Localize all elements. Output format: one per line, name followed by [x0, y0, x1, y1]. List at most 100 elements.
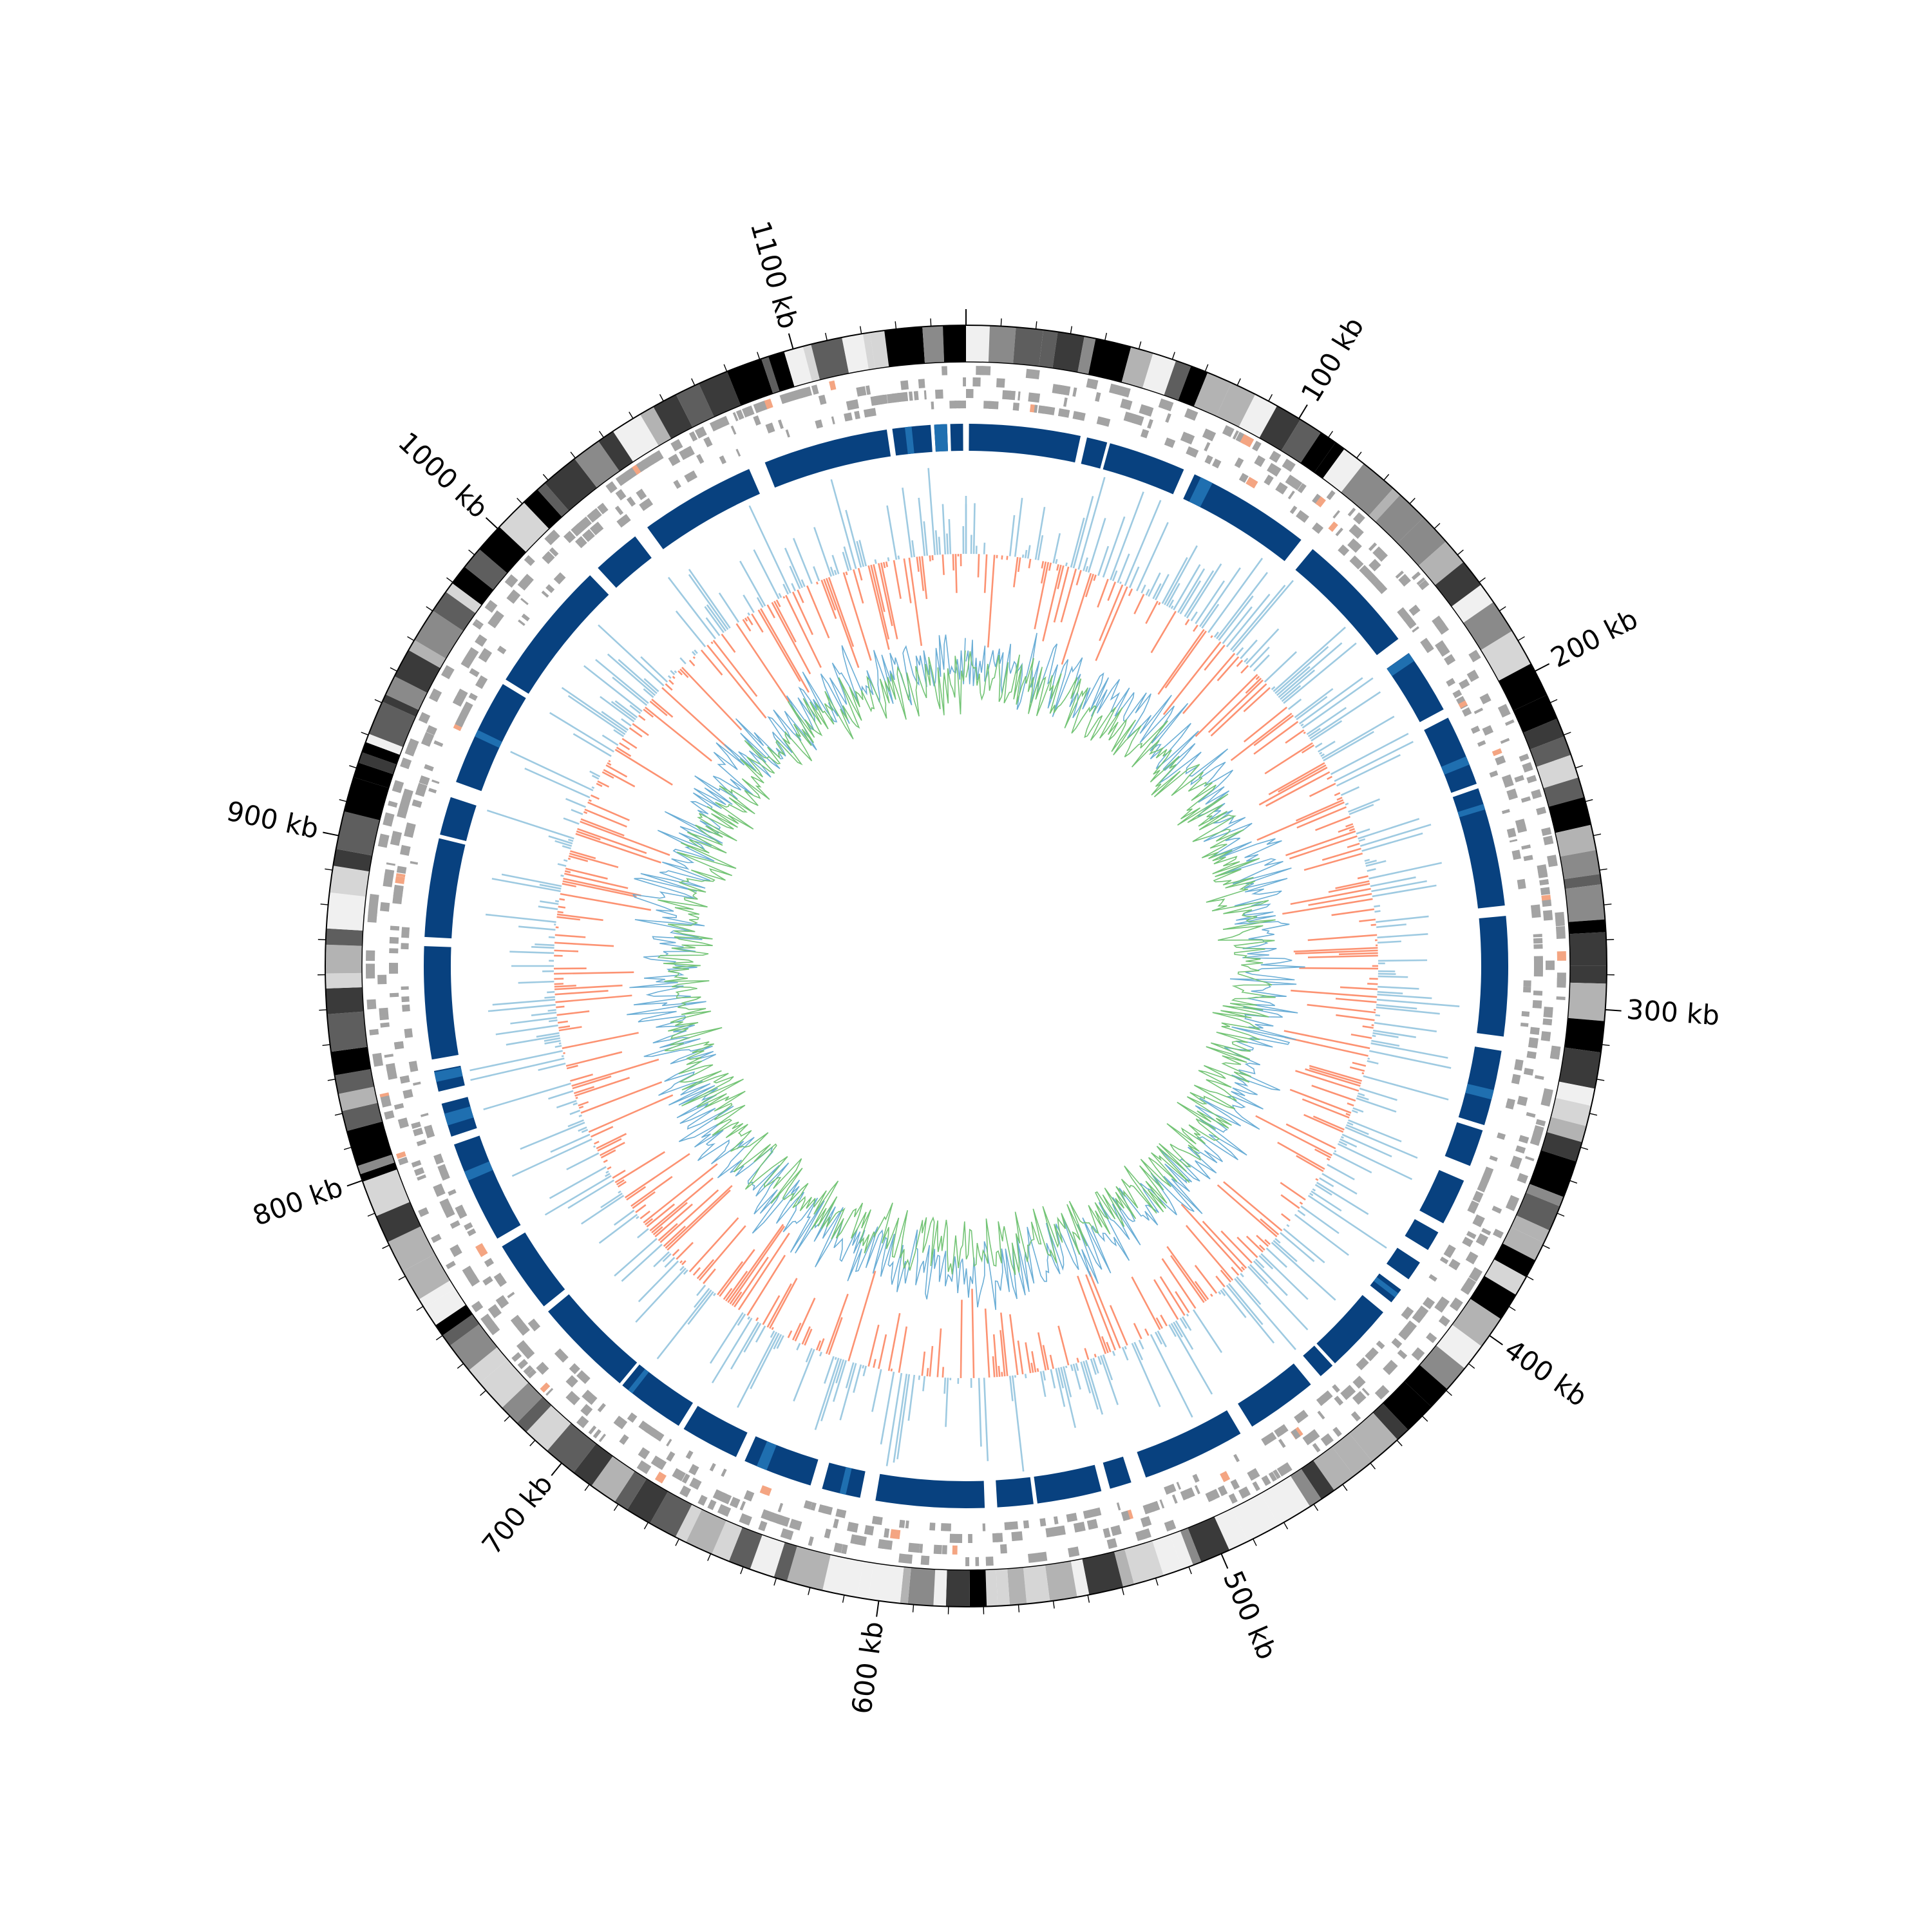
band-segment [1564, 1018, 1605, 1053]
coverage-bar-up [1306, 706, 1347, 735]
coverage-bar-up [843, 546, 852, 571]
band-segment [325, 928, 363, 946]
feature-tile [989, 401, 999, 410]
coverage-bar-down [1295, 1070, 1359, 1092]
feature-tile [475, 675, 488, 689]
coverage-bar-down [1193, 624, 1198, 632]
feature-tile [1011, 1531, 1023, 1542]
coverage-bar-down [635, 1204, 647, 1213]
coverage-bar-down [867, 565, 890, 650]
feature-tile [963, 377, 966, 387]
feature-tile [1534, 1075, 1544, 1080]
coverage-histogram-ring [469, 468, 1460, 1472]
coverage-bar-down [643, 708, 654, 718]
feature-tile [1275, 482, 1288, 495]
coverage-bar-up [1055, 558, 1058, 564]
coverage-bar-up [1314, 742, 1323, 748]
coverage-bar-down [1220, 1269, 1232, 1283]
feature-tile [1004, 1522, 1013, 1530]
feature-tile [384, 869, 395, 879]
feature-tile [1334, 1396, 1343, 1406]
band-segment [479, 527, 526, 573]
coverage-bar-up [1367, 868, 1376, 872]
band-segment [1314, 442, 1345, 479]
coverage-bar-up [1338, 1141, 1347, 1146]
coverage-bar-up [589, 770, 601, 778]
coverage-bar-down [1037, 1332, 1047, 1371]
band-segment [1188, 1517, 1230, 1562]
feature-tile [1461, 707, 1472, 717]
coverage-bar-up [845, 509, 862, 568]
coverage-bar-up [934, 530, 939, 555]
feature-tile [615, 489, 627, 501]
feature-tile [393, 1103, 404, 1110]
band-segment [1013, 327, 1044, 366]
coverage-bar-up [485, 913, 556, 923]
band-segment [435, 1304, 473, 1336]
coverage-bar-up [862, 1365, 867, 1377]
feature-tile [1072, 411, 1086, 421]
feature-tile [1164, 437, 1171, 447]
feature-tile [1340, 1385, 1356, 1400]
coverage-bar-up [819, 1351, 822, 1357]
band-segment [341, 1103, 383, 1132]
feature-tile [1519, 753, 1530, 762]
coverage-bar-down [1280, 1213, 1291, 1222]
band-segment [362, 742, 401, 764]
coverage-bar-up [743, 1323, 762, 1353]
coverage-bar-up [1253, 1260, 1288, 1296]
coverage-bar-up [674, 670, 677, 674]
coverage-bar-down [573, 1086, 595, 1095]
feature-tile [416, 1139, 427, 1146]
coverage-bar-up [1296, 696, 1328, 721]
band-segment [526, 1405, 571, 1451]
coverage-bar-up [1258, 1255, 1274, 1270]
minor-tick [416, 1305, 424, 1311]
coverage-bar-down [1301, 744, 1315, 754]
coverage-bar-up [1280, 1232, 1315, 1262]
minor-tick [390, 667, 397, 672]
feature-tile [1350, 542, 1362, 553]
feature-tile [765, 422, 775, 434]
coverage-bar-down [588, 1094, 674, 1133]
feature-tile [1506, 788, 1518, 800]
coverage-bar-up [1372, 884, 1437, 898]
band-segment [1481, 630, 1531, 681]
minor-tick [480, 1390, 487, 1396]
coverage-bar-up [978, 1378, 982, 1447]
feature-tile [898, 1553, 913, 1564]
feature-tile [544, 533, 557, 545]
minor-tick [1421, 1416, 1428, 1422]
synteny-block [1183, 474, 1302, 562]
coverage-bar-up [569, 1110, 581, 1115]
feature-tile [1176, 1481, 1181, 1490]
feature-tile [900, 380, 909, 390]
feature-tile [696, 453, 705, 464]
feature-tile [1252, 1481, 1260, 1492]
coverage-bar-down [1084, 573, 1095, 598]
feature-tile [482, 1276, 493, 1286]
feature-tile [1349, 524, 1364, 539]
band-segment [811, 337, 849, 380]
coverage-bar-up [793, 1349, 815, 1402]
coverage-bar-up [561, 687, 627, 734]
coverage-bar-up [524, 768, 591, 799]
synteny-block [647, 469, 760, 549]
band-segment [598, 431, 634, 471]
band-segment [727, 359, 773, 406]
coverage-bar-down [1278, 764, 1327, 793]
coverage-bar-up [591, 786, 595, 790]
feature-tile [1232, 430, 1239, 440]
band-segment [408, 639, 446, 668]
coverage-bar-down [1338, 825, 1354, 833]
feature-tile [413, 1127, 424, 1137]
coverage-bar-down [575, 833, 661, 864]
feature-tile [777, 419, 784, 430]
feature-tile [1132, 413, 1144, 426]
band-segment [985, 1569, 998, 1607]
feature-tile [1497, 703, 1511, 718]
minor-tick [1018, 1604, 1020, 1613]
feature-tile [524, 555, 535, 566]
coverage-bar-up [675, 611, 706, 648]
minor-tick [457, 1363, 464, 1369]
